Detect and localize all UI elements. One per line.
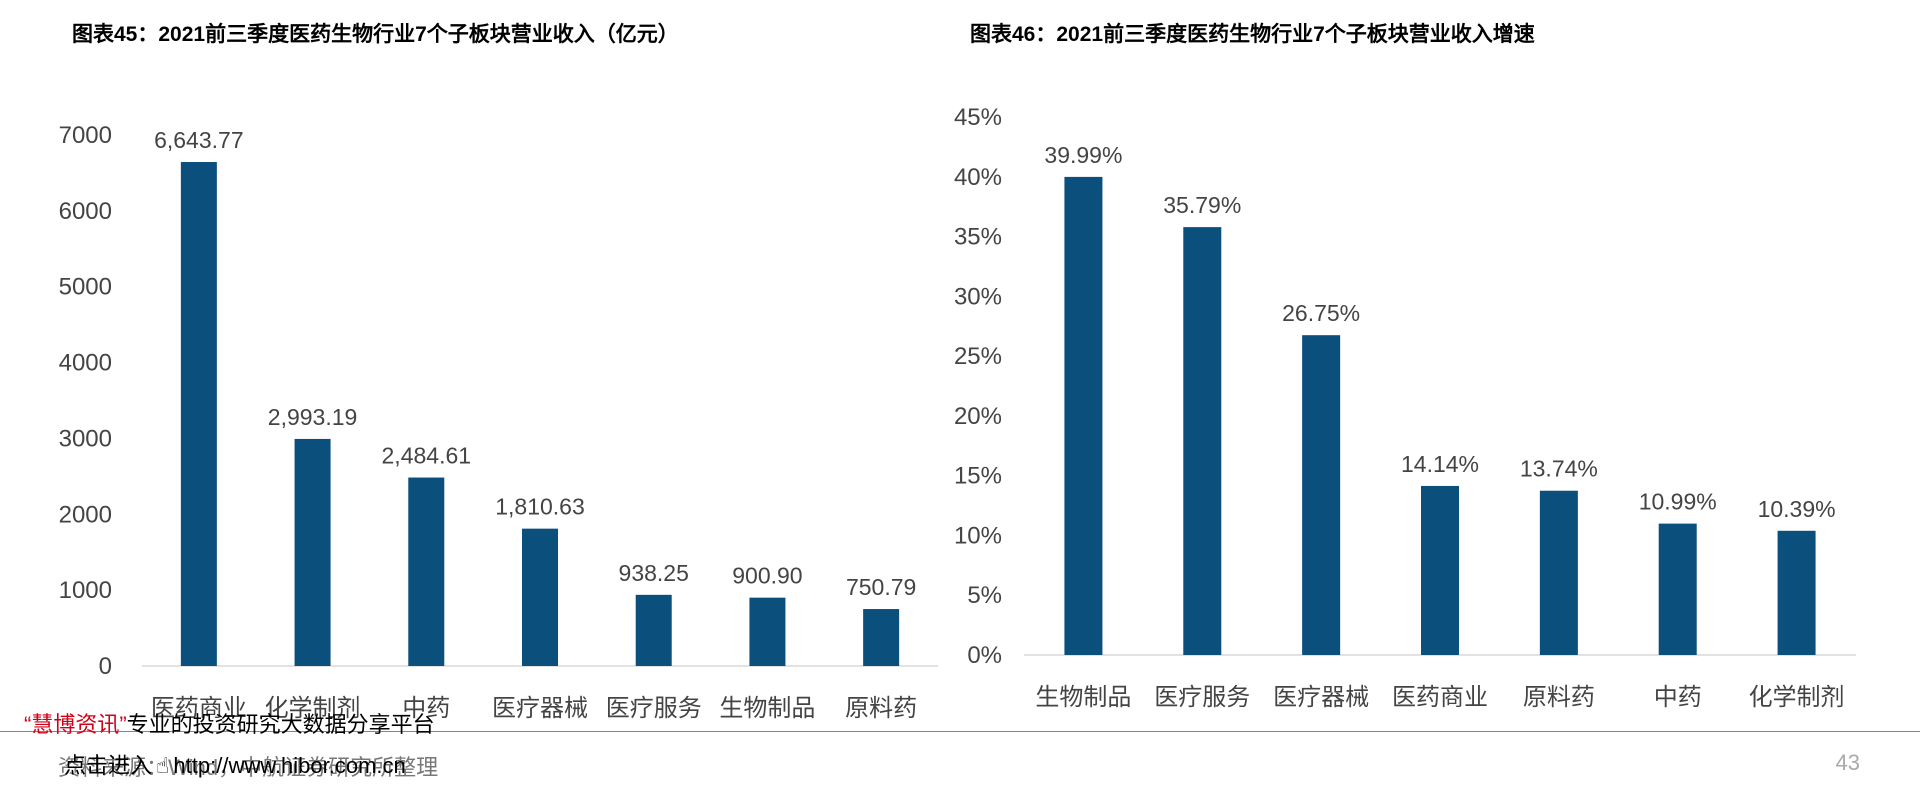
y-tick-label: 35%: [954, 224, 1002, 251]
bar: [1539, 490, 1578, 655]
x-tick-label: 医疗服务: [1154, 684, 1250, 711]
y-tick-label: 25%: [954, 343, 1002, 370]
bar: [1302, 335, 1341, 655]
chart-title-revenue: 图表45：2021前三季度医药生物行业7个子板块营业收入（亿元）: [72, 23, 679, 46]
hibor-link[interactable]: 点击进入 ☝ http://www.hibor.com.cn: [64, 748, 406, 780]
brand-quote-open: “: [24, 712, 32, 737]
bar: [1777, 530, 1816, 655]
bar: [863, 609, 900, 666]
x-tick-label: 医疗器械: [492, 695, 588, 722]
x-tick-label: 生物制品: [1035, 684, 1131, 711]
data-label: 750.79: [846, 574, 916, 600]
y-tick-label: 7000: [59, 122, 112, 149]
bar: [180, 162, 217, 666]
y-tick-label: 15%: [954, 463, 1002, 490]
growth-bar-chart: 0% 5% 10% 15% 20% 25% 30% 35% 40% 45% 39.99% 生物制品 35…: [954, 104, 1856, 711]
data-label: 2,484.61: [382, 443, 472, 469]
y-tick-label: 20%: [954, 403, 1002, 430]
y-tick-label: 6000: [59, 198, 112, 225]
x-tick-label: 中药: [1654, 684, 1702, 711]
x-tick-label: 原料药: [845, 695, 917, 722]
bar: [1421, 485, 1459, 655]
bar: [294, 438, 331, 666]
revenue-bar-chart: 0 1000 2000 3000 4000 5000 6000 7000 6,643.77 医药商…: [59, 122, 938, 722]
y-tick-label: 5000: [59, 274, 112, 301]
data-label: 1,810.63: [495, 494, 585, 520]
data-label: 10.99%: [1639, 489, 1717, 515]
x-tick-label: 化学制剂: [265, 695, 361, 722]
y-tick-label: 0%: [967, 642, 1002, 669]
y-tick-label: 4000: [59, 350, 112, 377]
x-tick-label: 医药商业: [151, 695, 247, 722]
data-label: 10.39%: [1758, 496, 1836, 522]
data-label: 14.14%: [1401, 451, 1479, 477]
click-label: 点击进入: [64, 753, 153, 778]
brand-quote-close: ”: [119, 712, 127, 737]
data-label: 35.79%: [1163, 192, 1241, 218]
footer-source: 资料来源：Wind，中航证券研究所整理: [58, 755, 439, 780]
y-tick-label: 40%: [954, 164, 1002, 191]
data-label: 900.90: [732, 563, 802, 589]
brand-banner[interactable]: “慧博资讯”专业的投资研究大数据分享平台: [24, 707, 435, 739]
data-label: 13.74%: [1520, 456, 1598, 482]
page-number: 43: [1835, 750, 1860, 775]
x-tick-label: 医疗服务: [606, 695, 702, 722]
x-tick-label: 生物制品: [719, 695, 815, 722]
y-tick-label: 5%: [967, 582, 1002, 609]
bar: [522, 528, 558, 666]
bar: [1064, 176, 1103, 655]
data-label: 39.99%: [1044, 142, 1122, 168]
y-tick-label: 45%: [954, 104, 1002, 131]
y-tick-label: 3000: [59, 425, 112, 452]
y-tick-label: 30%: [954, 283, 1002, 310]
y-tick-label: 10%: [954, 522, 1002, 549]
bar: [749, 597, 786, 666]
y-tick-label: 0: [99, 653, 112, 680]
bar: [1183, 227, 1222, 656]
data-label: 6,643.77: [154, 127, 244, 153]
x-tick-label: 原料药: [1523, 684, 1595, 711]
pointing-hand-icon: ☝: [156, 753, 170, 778]
x-tick-label: 医药商业: [1392, 684, 1488, 711]
data-label: 2,993.19: [268, 404, 358, 430]
bar: [408, 477, 445, 666]
hibor-url[interactable]: http://www.hibor.com.cn: [173, 753, 406, 778]
brand-name: 慧博资讯: [31, 712, 120, 737]
y-tick-label: 2000: [59, 501, 112, 528]
data-label: 26.75%: [1282, 300, 1360, 326]
x-tick-label: 中药: [402, 695, 450, 722]
x-tick-label: 医疗器械: [1273, 684, 1369, 711]
bar: [635, 594, 672, 666]
brand-slogan: 专业的投资研究大数据分享平台: [126, 712, 435, 737]
footer-divider: [0, 731, 1920, 732]
bar: [1658, 523, 1697, 655]
x-tick-label: 化学制剂: [1749, 684, 1845, 711]
data-label: 938.25: [619, 560, 689, 586]
chart-title-growth: 图表46：2021前三季度医药生物行业7个子板块营业收入增速: [970, 23, 1535, 46]
y-tick-label: 1000: [59, 577, 112, 604]
